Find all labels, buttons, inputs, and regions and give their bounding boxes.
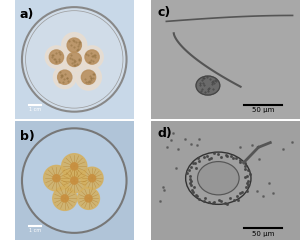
Circle shape [81, 46, 103, 68]
Circle shape [53, 66, 76, 89]
Circle shape [53, 186, 77, 210]
Circle shape [49, 50, 64, 64]
Circle shape [78, 187, 100, 209]
Circle shape [197, 162, 239, 195]
Circle shape [62, 33, 87, 58]
Text: a): a) [20, 8, 34, 21]
Text: c): c) [158, 6, 171, 19]
Circle shape [196, 76, 220, 95]
Text: 50 μm: 50 μm [252, 108, 274, 114]
Text: b): b) [20, 130, 34, 143]
Circle shape [45, 46, 68, 68]
Circle shape [22, 7, 127, 112]
Circle shape [61, 154, 87, 179]
Circle shape [81, 70, 96, 84]
Text: 1 cm: 1 cm [29, 228, 41, 233]
Circle shape [62, 168, 86, 193]
Circle shape [85, 195, 92, 202]
Circle shape [61, 195, 68, 202]
Text: 1 cm: 1 cm [29, 107, 41, 112]
Text: 50 μm: 50 μm [252, 231, 274, 237]
Circle shape [62, 48, 86, 71]
Circle shape [67, 38, 81, 52]
Circle shape [58, 70, 72, 84]
Circle shape [53, 175, 60, 182]
Circle shape [76, 64, 101, 90]
Circle shape [71, 163, 78, 170]
Circle shape [85, 50, 99, 64]
Circle shape [71, 177, 78, 184]
Circle shape [44, 165, 69, 191]
Circle shape [81, 167, 103, 189]
Circle shape [67, 52, 81, 66]
Text: d): d) [158, 127, 172, 140]
Circle shape [22, 128, 127, 233]
Circle shape [88, 175, 96, 182]
